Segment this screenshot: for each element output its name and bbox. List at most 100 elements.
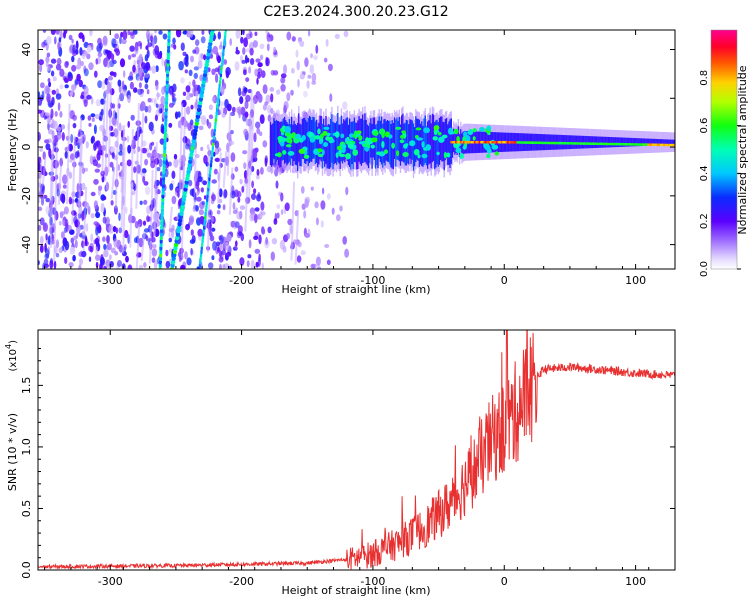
noise-blob [74,151,79,159]
noise-blob [334,33,340,40]
band-speckle [401,130,406,134]
noise-blob [63,77,68,83]
diagonal-line-faint [198,30,227,269]
noise-blob [132,64,136,73]
noise-blob [144,73,149,79]
noise-blob [90,213,95,219]
diagonal-segment [167,34,171,40]
noise-blob [199,216,205,225]
diagonal-segment [163,127,168,133]
noise-blob [58,220,62,226]
band-speckle [280,137,287,143]
noise-blob [45,56,50,63]
noise-blob [147,105,152,113]
noise-blob [217,31,221,40]
noise-blob [275,180,279,189]
band-speckle [282,150,287,155]
diagonal-segment [162,162,166,168]
noise-blob [138,67,144,77]
diagonal-segment [167,31,171,36]
noise-blob [88,122,92,127]
noise-blob [83,99,88,108]
noise-blob [207,121,212,129]
noise-streak [250,99,255,176]
noise-blob [64,240,70,251]
noise-blob [112,59,117,65]
noise-blob [212,151,216,157]
noise-blob [261,211,266,216]
noise-blob [71,84,75,94]
noise-blob [130,114,135,121]
noise-blob [299,74,305,80]
noise-blob [240,36,244,44]
noise-blob [199,74,204,82]
noise-blob [94,168,101,173]
noise-blob [158,158,163,168]
noise-streak [41,157,47,186]
noise-blob [259,43,265,50]
band-speckle [379,128,386,135]
noise-blob [68,34,73,41]
noise-blob [168,237,173,243]
noise-blob [208,114,214,120]
band-speckle [391,142,395,149]
noise-blob [114,33,120,40]
noise-blob [234,166,239,172]
noise-blob [87,205,91,215]
noise-streak [228,167,234,215]
noise-blob [145,30,151,40]
noise-blob [218,256,224,263]
colorbar-tick-label: 0.6 [699,118,710,134]
noise-blob [111,116,117,126]
noise-blob [297,241,302,248]
noise-blob [185,85,191,93]
noise-blob [201,200,206,206]
noise-streak [107,81,113,173]
noise-blob [59,30,63,40]
noise-blob [126,159,132,167]
noise-blob [230,130,234,135]
noise-blob [261,262,264,269]
noise-blob [61,124,66,130]
noise-blob [143,262,147,268]
noise-blob [304,233,310,238]
noise-blob [310,186,314,191]
noise-blob [201,30,205,35]
noise-blob [129,81,134,90]
band-speckle [321,149,325,156]
noise-blob [336,214,341,222]
noise-blob [81,250,87,258]
noise-blob [43,258,49,266]
noise-blob [254,68,259,77]
noise-blob [138,82,142,89]
noise-blob [156,93,161,98]
colorbar-tick-label: 0.8 [699,70,710,86]
y-tick-label: 1.0 [20,438,33,456]
noise-blob [59,84,64,90]
noise-blob [179,252,184,261]
band-speckle [472,128,477,133]
noise-blob [93,178,99,185]
band-speckle [467,129,474,136]
band-speckle [413,149,420,156]
spectrogram-x-label: Height of straight line (km) [281,283,430,296]
noise-blob [286,232,291,240]
diagonal-segment [160,228,164,234]
noise-blob [272,70,279,76]
noise-blob [117,260,122,267]
noise-blob [141,168,147,174]
noise-blob [64,257,68,264]
noise-blob [218,250,223,258]
diagonal-segment [161,180,166,185]
noise-blob [182,51,187,57]
noise-blob [260,167,264,175]
noise-blob [97,189,101,197]
band-speckle [436,151,440,156]
noise-blob [194,180,200,190]
noise-blob [197,170,202,180]
noise-blob [217,55,221,64]
noise-blob [214,67,220,73]
noise-blob [102,195,107,201]
diagonal-segment [162,176,166,182]
noise-blob [145,186,151,195]
